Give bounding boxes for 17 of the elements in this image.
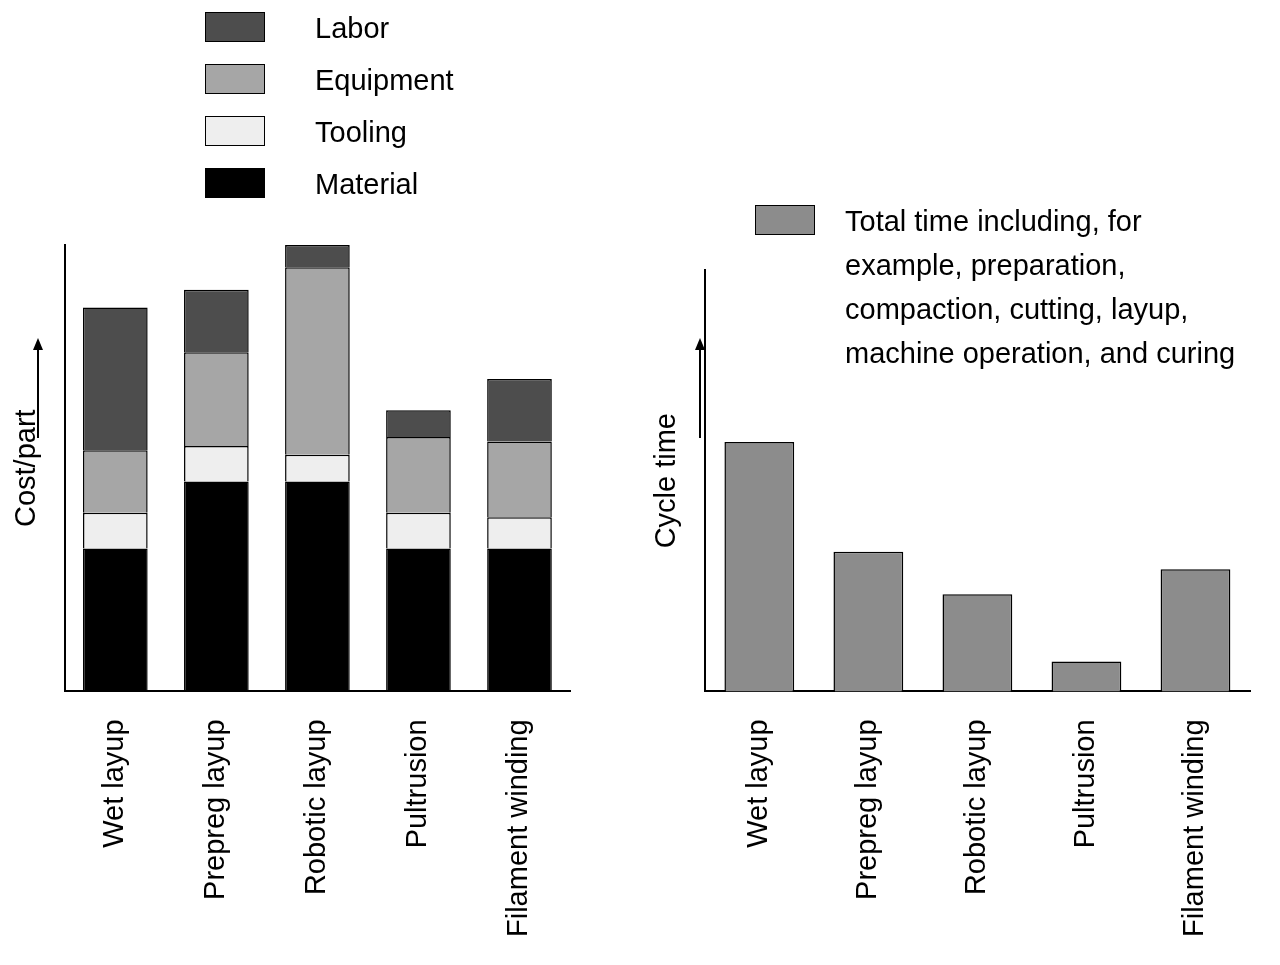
x-tick-label: Wet layup — [741, 719, 774, 848]
y-axis-title: Cost/part — [9, 409, 42, 528]
legend-label: Material — [315, 167, 419, 202]
legend-label: Tooling — [315, 115, 407, 150]
x-tick-label: Robotic layup — [959, 719, 992, 896]
legend-label: Equipment — [315, 63, 454, 98]
x-tick-label: Wet layup — [97, 719, 130, 848]
x-tick-label: Pultrusion — [1068, 719, 1101, 849]
x-tick-label: Pultrusion — [400, 719, 433, 849]
y-axis-title: Cycle time — [649, 413, 682, 549]
x-tick-label: Prepreg layup — [850, 719, 883, 900]
x-tick-label: Filament winding — [501, 719, 534, 938]
x-tick-label: Robotic layup — [299, 719, 332, 896]
legend-label: Labor — [315, 11, 390, 46]
x-tick-label: Prepreg layup — [198, 719, 231, 900]
legend-label: Total time including, for example, preparation, compaction, cutting, layup, machine operation, and curing — [845, 204, 1237, 371]
x-tick-label: Filament winding — [1177, 719, 1210, 938]
